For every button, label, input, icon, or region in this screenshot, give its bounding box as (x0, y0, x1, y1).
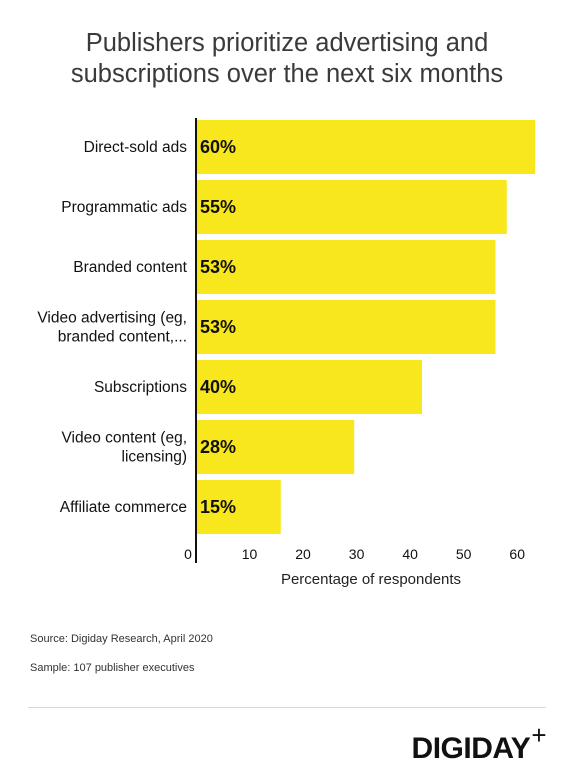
footer-divider (28, 707, 546, 708)
bar-0 (196, 120, 535, 174)
category-label-6: Affiliate commerce (60, 499, 187, 516)
value-label-3: 53% (200, 317, 236, 337)
x-tick-label-0: 0 (184, 546, 192, 562)
bar-5 (196, 420, 355, 474)
brand-wordmark: DIGIDAY (411, 732, 531, 765)
x-tick-label-50: 50 (456, 546, 472, 562)
bar-2 (196, 240, 496, 294)
bar-chart: Direct-sold ads 60% Programmatic ads 55% Bra… (37, 118, 535, 588)
value-label-5: 28% (200, 437, 236, 457)
chart-title-line-1: Publishers prioritize advertising and (85, 29, 489, 57)
bar-4 (196, 360, 422, 414)
category-label-1: Programmatic ads (61, 199, 187, 216)
value-label-0: 60% (200, 137, 236, 157)
digiday-logo: DIGIDAY+ (411, 720, 547, 766)
chart-title: Publishers prioritize advertising and su… (0, 28, 574, 90)
bar-6 (196, 480, 281, 534)
category-label-0: Direct-sold ads (84, 139, 188, 156)
x-tick-label-30: 30 (349, 546, 365, 562)
sample-note: Sample: 107 publisher executives (30, 662, 195, 674)
chart-title-line-2: subscriptions over the next six months (70, 60, 504, 88)
bar-3 (196, 300, 496, 354)
source-note: Source: Digiday Research, April 2020 (30, 633, 213, 645)
x-axis-title: Percentage of respondents (281, 571, 461, 588)
category-label-5-line-0: Video content (eg, (61, 430, 187, 447)
brand-plus: + (531, 720, 546, 750)
x-tick-label-40: 40 (402, 546, 418, 562)
value-label-6: 15% (200, 497, 236, 517)
category-label-3-line-0: Video advertising (eg, (37, 310, 187, 327)
category-label-2: Branded content (73, 259, 187, 276)
value-label-4: 40% (200, 377, 236, 397)
category-label-3-line-1: branded content,... (58, 329, 187, 346)
x-tick-label-20: 20 (295, 546, 311, 562)
x-tick-label-10: 10 (242, 546, 258, 562)
value-label-2: 53% (200, 257, 236, 277)
value-label-1: 55% (200, 197, 236, 217)
category-label-4: Subscriptions (94, 379, 187, 396)
x-tick-label-60: 60 (509, 546, 525, 562)
category-label-5-line-1: licensing) (122, 449, 187, 466)
bar-1 (196, 180, 507, 234)
